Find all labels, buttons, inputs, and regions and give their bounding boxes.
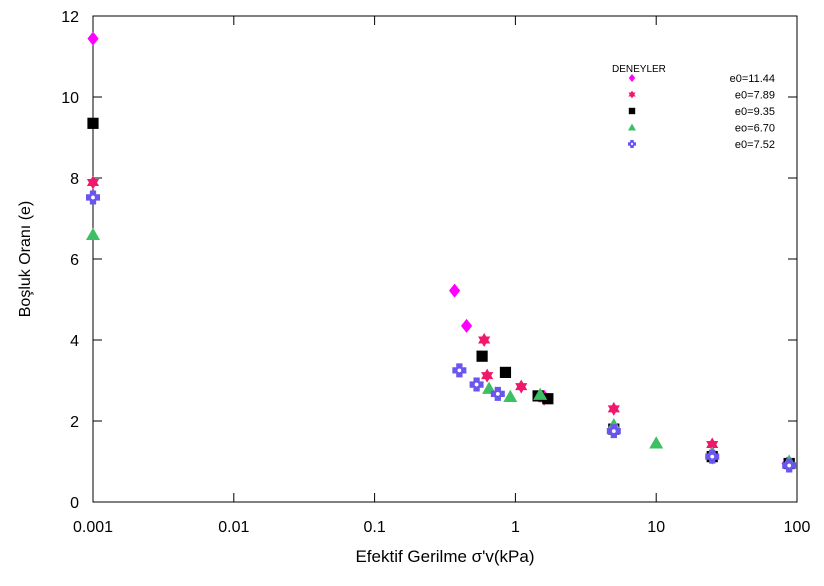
y-tick-label: 2 [70, 414, 79, 431]
data-point-shape [533, 387, 548, 400]
data-point [460, 318, 473, 333]
legend-label: e0=7.52 [735, 139, 775, 151]
data-point [649, 436, 664, 449]
y-tick-label: 0 [70, 495, 79, 512]
data-point [469, 377, 484, 392]
data-point-shape [474, 382, 479, 387]
data-point-shape [476, 350, 488, 362]
legend-label: e0=9.35 [735, 106, 775, 118]
legend-marker-shape [628, 74, 636, 82]
legend-marker-shape [628, 123, 636, 131]
legend-marker-shape [630, 142, 634, 146]
data-point [86, 227, 100, 240]
x-tick-label: 10 [647, 519, 665, 536]
data-point-shape [87, 117, 99, 129]
data-point-shape [515, 383, 528, 394]
legend-marker [628, 90, 636, 99]
data-point [449, 283, 461, 298]
data-point [705, 449, 720, 464]
data-point-shape [706, 440, 719, 452]
y-tick-label: 12 [61, 9, 79, 26]
data-point [490, 386, 505, 401]
data-point-shape [460, 318, 473, 333]
data-point [478, 333, 491, 347]
data-point [515, 379, 528, 394]
x-axis-label: Efektif Gerilme σ'v(kPa) [355, 547, 534, 566]
x-tick-label: 100 [784, 519, 811, 536]
legend-marker [628, 74, 636, 82]
data-point-shape [611, 429, 616, 434]
data-point [503, 389, 518, 402]
y-tick-label: 8 [70, 171, 79, 188]
data-point [782, 458, 797, 473]
legend-title: DENEYLER [612, 64, 666, 75]
data-point [476, 350, 488, 362]
data-point-shape [449, 283, 461, 298]
y-axis-label: Boşluk Oranı (e) [17, 201, 34, 317]
plot-frame [92, 15, 798, 503]
data-point-shape [495, 391, 500, 396]
data-point [87, 31, 99, 46]
y-tick-label: 10 [61, 90, 79, 107]
data-point-shape [478, 336, 491, 347]
legend-label: e0=11.44 [730, 73, 775, 85]
data-point [87, 117, 99, 129]
data-point [481, 368, 494, 383]
data-point [542, 393, 554, 405]
data-point-shape [457, 368, 462, 373]
y-tick-label: 6 [70, 252, 79, 269]
y-tick-label: 4 [70, 333, 79, 350]
x-tick-label: 0.01 [218, 519, 249, 536]
data-point-shape [787, 463, 792, 468]
legend-marker-shape [628, 107, 636, 115]
data-point [606, 424, 621, 439]
data-point-shape [499, 366, 512, 378]
legend-label: eo=6.70 [735, 123, 775, 135]
data-point-shape [91, 195, 95, 200]
data-point [452, 363, 467, 378]
data-point [533, 387, 548, 400]
legend-marker-shape [628, 92, 636, 99]
data-point [86, 190, 100, 205]
legend-marker [628, 107, 636, 115]
x-tick-label: 0.001 [73, 519, 113, 536]
data-point [706, 437, 719, 452]
data-point-shape [503, 389, 518, 402]
data-point-shape [87, 31, 99, 46]
data-point-shape [607, 405, 620, 416]
data-point-shape [710, 454, 715, 459]
legend-label: e0=7.89 [735, 90, 775, 102]
data-point [499, 366, 512, 378]
data-point [86, 175, 100, 190]
x-tick-label: 0.1 [363, 519, 385, 536]
data-point-shape [649, 436, 664, 449]
x-tick-label: 1 [511, 519, 520, 536]
data-point-shape [86, 178, 100, 190]
data-point-shape [542, 393, 554, 405]
data-point-shape [481, 372, 494, 383]
data-point [607, 401, 620, 416]
legend-marker [628, 123, 636, 131]
data-point-shape [86, 227, 100, 240]
legend-marker [628, 140, 636, 148]
